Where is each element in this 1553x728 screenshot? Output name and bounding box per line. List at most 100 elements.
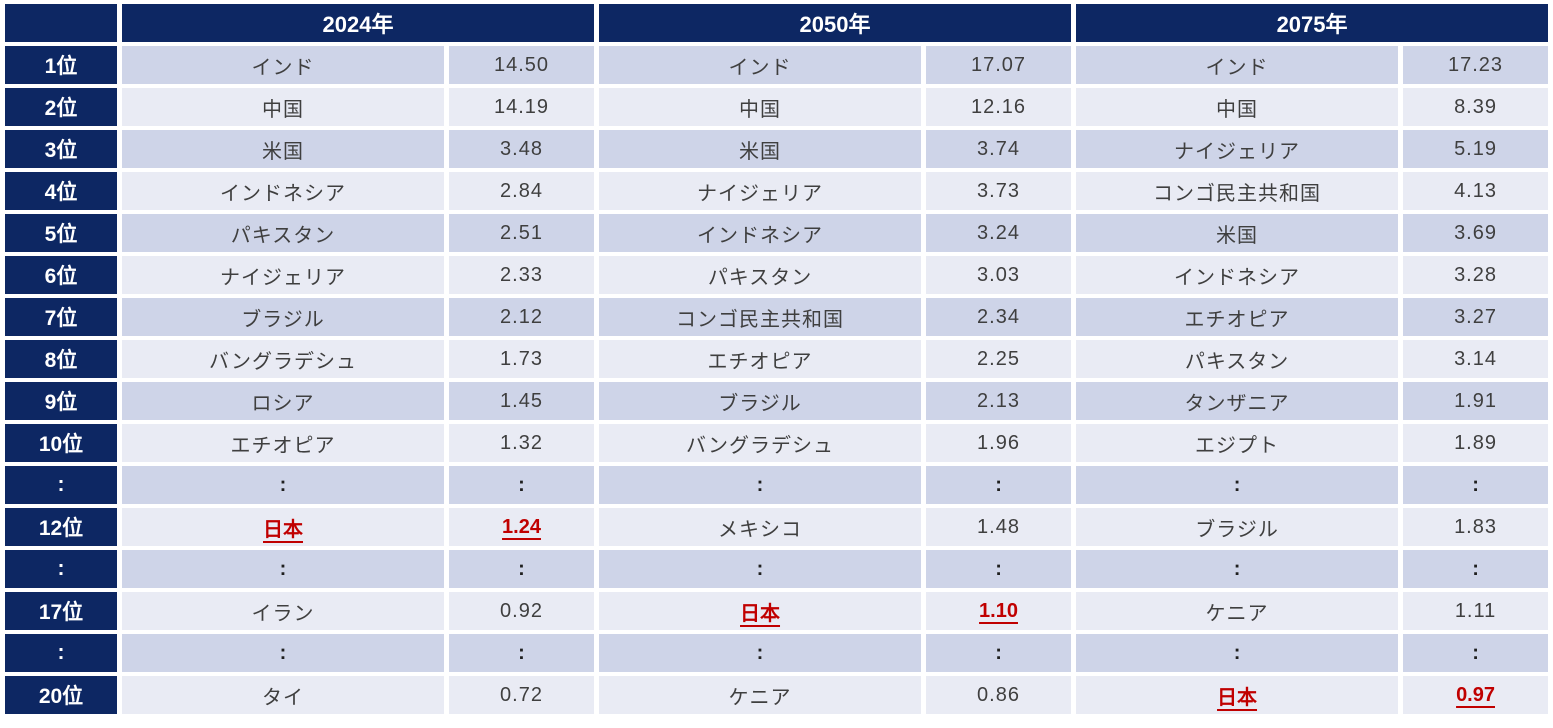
- country-cell: 日本: [1076, 676, 1399, 714]
- country-cell: :: [1076, 634, 1399, 672]
- table-row: 7位 ブラジル 2.12 コンゴ民主共和国 2.34 エチオピア 3.27: [5, 298, 1549, 336]
- value-cell: 14.50: [449, 46, 595, 84]
- ellipsis-row: :::::::: [5, 634, 1549, 672]
- country-cell: :: [122, 634, 444, 672]
- value-cell: :: [926, 634, 1072, 672]
- country-cell: 米国: [1076, 214, 1399, 252]
- value-cell: :: [1403, 466, 1549, 504]
- country-cell: インド: [122, 46, 444, 84]
- country-cell: :: [599, 466, 922, 504]
- country-cell: パキスタン: [122, 214, 444, 252]
- rank-cell: 8位: [5, 340, 117, 378]
- value-cell: 0.92: [449, 592, 595, 630]
- rank-cell: 4位: [5, 172, 117, 210]
- country-cell: インドネシア: [599, 214, 922, 252]
- country-cell: 中国: [599, 88, 922, 126]
- value-cell: 1.48: [926, 508, 1072, 546]
- value-cell: 2.33: [449, 256, 595, 294]
- country-cell: タンザニア: [1076, 382, 1399, 420]
- rank-cell: :: [5, 634, 117, 672]
- country-cell: バングラデシュ: [122, 340, 444, 378]
- value-cell: 2.84: [449, 172, 595, 210]
- country-cell: メキシコ: [599, 508, 922, 546]
- country-cell: インドネシア: [1076, 256, 1399, 294]
- rank-cell: 2位: [5, 88, 117, 126]
- rank-cell: 3位: [5, 130, 117, 168]
- value-cell: 1.11: [1403, 592, 1549, 630]
- value-cell: 2.12: [449, 298, 595, 336]
- table-row: 1位 インド 14.50 インド 17.07 インド 17.23: [5, 46, 1549, 84]
- value-cell: 1.91: [1403, 382, 1549, 420]
- value-cell: 17.07: [926, 46, 1072, 84]
- table-row: 12位 日本 1.24 メキシコ 1.48 ブラジル 1.83: [5, 508, 1549, 546]
- rank-cell: 10位: [5, 424, 117, 462]
- table-row: 17位 イラン 0.92 日本 1.10 ケニア 1.11: [5, 592, 1549, 630]
- country-cell: :: [599, 634, 922, 672]
- ellipsis-row: :::::::: [5, 466, 1549, 504]
- table-row: 20位 タイ 0.72 ケニア 0.86 日本 0.97: [5, 676, 1549, 714]
- country-cell: インドネシア: [122, 172, 444, 210]
- value-cell: 1.89: [1403, 424, 1549, 462]
- value-cell: 3.14: [1403, 340, 1549, 378]
- country-cell: バングラデシュ: [599, 424, 922, 462]
- value-cell: :: [449, 634, 595, 672]
- rank-cell: 9位: [5, 382, 117, 420]
- value-cell: 14.19: [449, 88, 595, 126]
- rank-cell: 5位: [5, 214, 117, 252]
- country-cell: 米国: [599, 130, 922, 168]
- table-row: 2位 中国 14.19 中国 12.16 中国 8.39: [5, 88, 1549, 126]
- country-cell: エチオピア: [599, 340, 922, 378]
- country-cell: ブラジル: [122, 298, 444, 336]
- country-cell: ナイジェリア: [1076, 130, 1399, 168]
- value-cell: 5.19: [1403, 130, 1549, 168]
- value-cell: 3.69: [1403, 214, 1549, 252]
- value-cell: 1.10: [926, 592, 1072, 630]
- table-row: 5位 パキスタン 2.51 インドネシア 3.24 米国 3.69: [5, 214, 1549, 252]
- value-cell: :: [1403, 634, 1549, 672]
- country-cell: :: [1076, 466, 1399, 504]
- value-cell: 1.73: [449, 340, 595, 378]
- country-cell: コンゴ民主共和国: [1076, 172, 1399, 210]
- country-cell: エジプト: [1076, 424, 1399, 462]
- rank-cell: 1位: [5, 46, 117, 84]
- country-cell: エチオピア: [1076, 298, 1399, 336]
- header-row: 2024年 2050年 2075年: [5, 4, 1549, 42]
- value-cell: :: [926, 550, 1072, 588]
- country-cell: 米国: [122, 130, 444, 168]
- table-row: 9位 ロシア 1.45 ブラジル 2.13 タンザニア 1.91: [5, 382, 1549, 420]
- country-cell: インド: [1076, 46, 1399, 84]
- table-row: 10位 エチオピア 1.32 バングラデシュ 1.96 エジプト 1.89: [5, 424, 1549, 462]
- value-cell: 2.25: [926, 340, 1072, 378]
- value-cell: 1.32: [449, 424, 595, 462]
- country-cell: ブラジル: [1076, 508, 1399, 546]
- value-cell: 3.73: [926, 172, 1072, 210]
- value-cell: :: [926, 466, 1072, 504]
- year-header-2075: 2075年: [1076, 4, 1549, 42]
- country-cell: :: [599, 550, 922, 588]
- value-cell: 2.34: [926, 298, 1072, 336]
- ellipsis-row: :::::::: [5, 550, 1549, 588]
- value-cell: :: [449, 550, 595, 588]
- table-row: 8位 バングラデシュ 1.73 エチオピア 2.25 パキスタン 3.14: [5, 340, 1549, 378]
- rank-cell: 6位: [5, 256, 117, 294]
- rank-cell: :: [5, 550, 117, 588]
- country-cell: 中国: [1076, 88, 1399, 126]
- country-cell: 中国: [122, 88, 444, 126]
- country-cell: 日本: [599, 592, 922, 630]
- value-cell: 1.96: [926, 424, 1072, 462]
- value-cell: 4.13: [1403, 172, 1549, 210]
- corner-cell: [5, 4, 117, 42]
- country-cell: ブラジル: [599, 382, 922, 420]
- value-cell: 3.03: [926, 256, 1072, 294]
- value-cell: 3.28: [1403, 256, 1549, 294]
- country-cell: :: [122, 550, 444, 588]
- value-cell: 1.45: [449, 382, 595, 420]
- value-cell: :: [1403, 550, 1549, 588]
- table-body: 1位 インド 14.50 インド 17.07 インド 17.23 2位 中国 14.19 中国 12.…: [5, 46, 1549, 714]
- country-cell: パキスタン: [599, 256, 922, 294]
- value-cell: 3.48: [449, 130, 595, 168]
- table-row: 6位 ナイジェリア 2.33 パキスタン 3.03 インドネシア 3.28: [5, 256, 1549, 294]
- value-cell: 2.13: [926, 382, 1072, 420]
- country-cell: 日本: [122, 508, 444, 546]
